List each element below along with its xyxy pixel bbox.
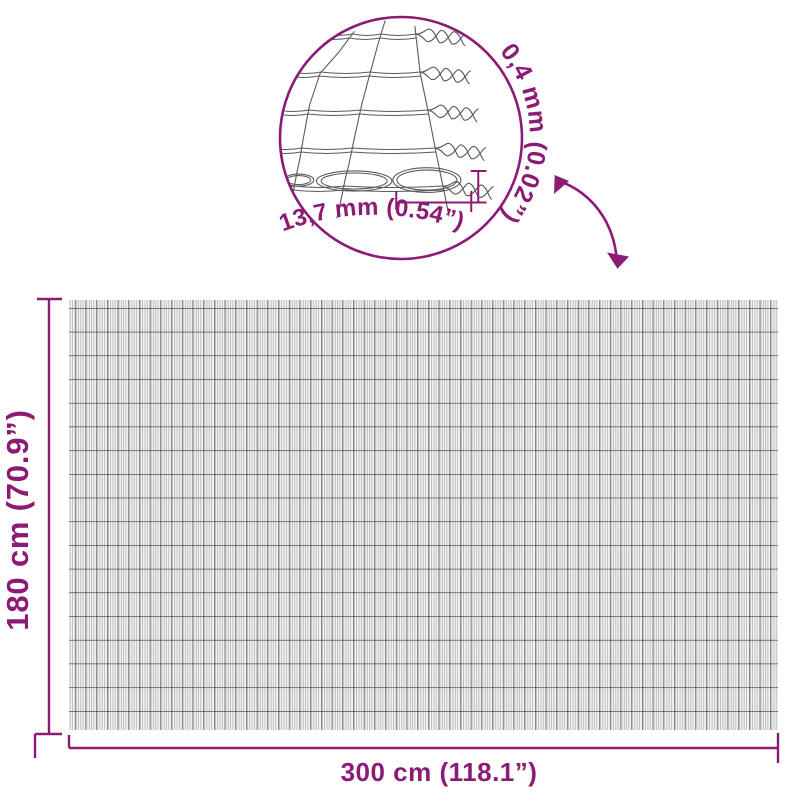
svg-text:13,7 mm (0.54”): 13,7 mm (0.54”) [276,194,468,238]
